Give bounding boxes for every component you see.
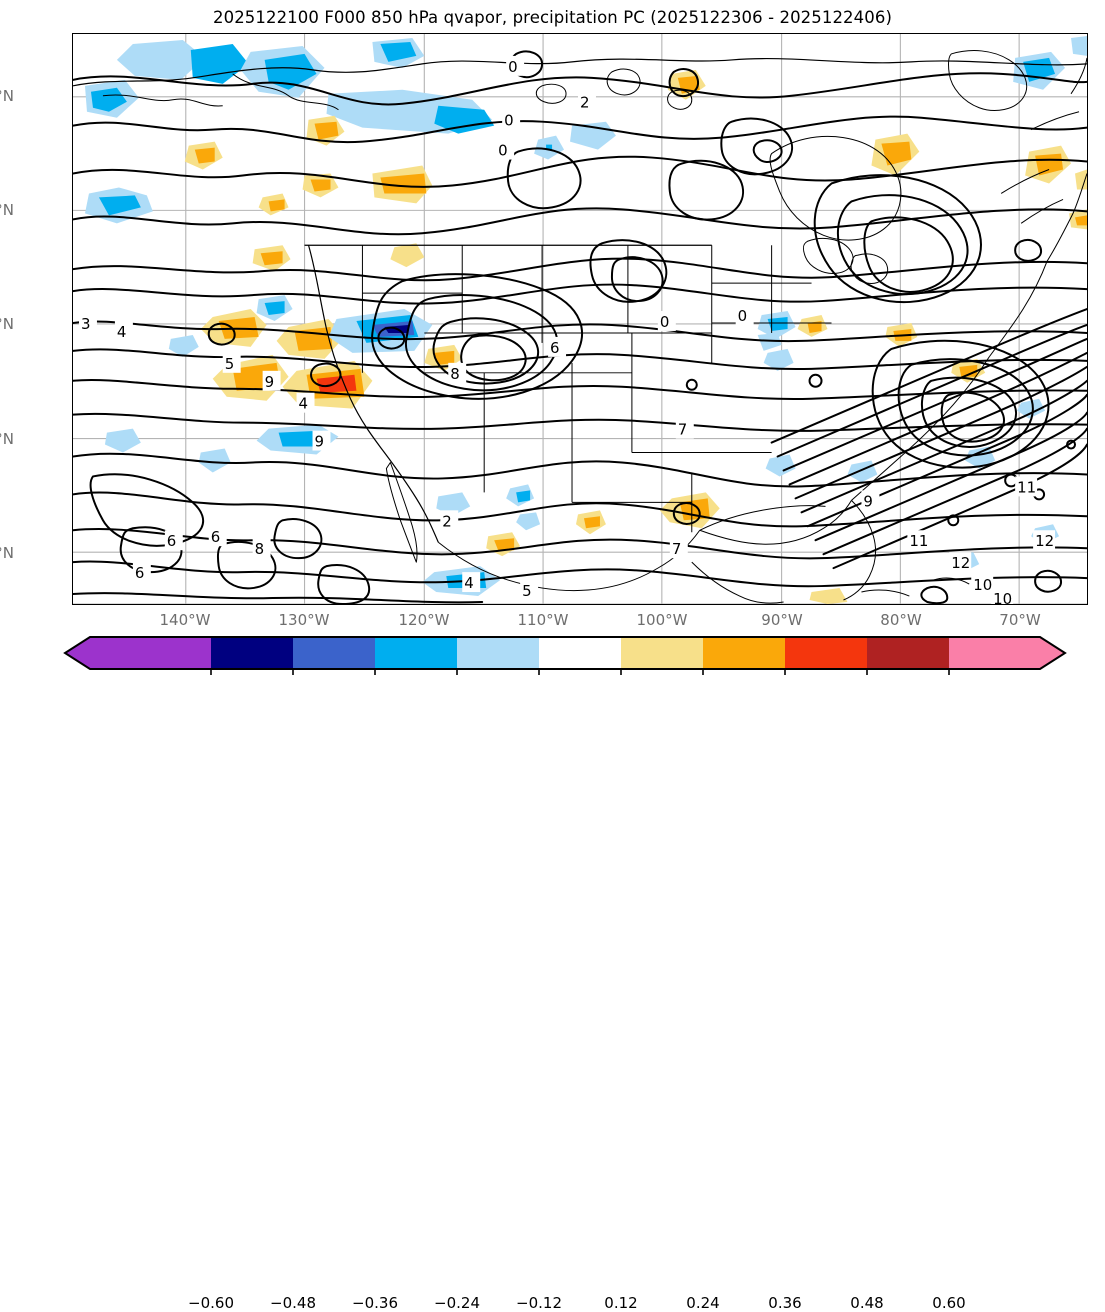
map-canvas: 3 4 4 9 6 6 6 8 4 5 2 0 0 0 2 0 0 (73, 34, 1087, 604)
svg-text:2: 2 (442, 512, 452, 530)
x-tick-120W: 120°W (398, 611, 450, 629)
colorbar-seg-3 (375, 637, 457, 669)
svg-text:12: 12 (1035, 532, 1054, 550)
colorbar-tick-label-9: 0.60 (932, 1294, 966, 1312)
x-tick-90W: 90°W (761, 611, 803, 629)
colorbar-seg-2 (293, 637, 375, 669)
colorbar-tick-label-6: 0.24 (686, 1294, 720, 1312)
svg-text:11: 11 (909, 532, 928, 550)
colorbar-seg-6 (621, 637, 703, 669)
y-tick-60N: 60°N (0, 87, 14, 105)
svg-text:2: 2 (580, 94, 590, 112)
svg-text:9: 9 (265, 373, 275, 391)
colorbar-outline (63, 636, 1067, 670)
x-tick-110W: 110°W (517, 611, 569, 629)
colorbar-segments (65, 637, 1065, 669)
y-tick-20N: 20°N (0, 544, 14, 562)
colorbar-seg-7 (703, 637, 785, 669)
colorbar-seg-0 (90, 637, 211, 669)
x-tick-140W: 140°W (159, 611, 211, 629)
colorbar-tick-label-2: −0.36 (352, 1294, 398, 1312)
shaded-patches (84, 35, 1087, 604)
colorbar-seg-5 (539, 637, 621, 669)
y-tick-50N: 50°N (0, 201, 14, 219)
colorbar-tick-label-4: −0.12 (516, 1294, 562, 1312)
svg-text:6: 6 (211, 528, 221, 546)
map-plot-area[interactable]: 3 4 4 9 6 6 6 8 4 5 2 0 0 0 2 0 0 (72, 33, 1088, 605)
svg-text:0: 0 (498, 142, 508, 160)
svg-text:7: 7 (672, 540, 682, 558)
colorbar-seg-1 (211, 637, 293, 669)
colorbar-seg-8 (785, 637, 867, 669)
svg-text:12: 12 (951, 554, 970, 572)
colorbar-seg-10 (949, 637, 1040, 669)
svg-text:8: 8 (255, 540, 265, 558)
svg-text:6: 6 (167, 532, 177, 550)
y-tick-40N: 40°N (0, 315, 14, 333)
geography (73, 50, 1087, 604)
colorbar-tick-label-8: 0.48 (850, 1294, 884, 1312)
svg-text:7: 7 (678, 421, 688, 439)
chart-title: 2025122100 F000 850 hPa qvapor, precipit… (213, 8, 892, 27)
svg-text:3: 3 (81, 315, 91, 333)
colorbar-canvas (63, 636, 1067, 675)
x-tick-80W: 80°W (880, 611, 922, 629)
svg-text:10: 10 (973, 576, 992, 594)
colorbar-tick-label-7: 0.36 (768, 1294, 802, 1312)
x-tick-100W: 100°W (636, 611, 688, 629)
svg-text:10: 10 (993, 590, 1012, 604)
svg-text:0: 0 (738, 307, 748, 325)
svg-text:6: 6 (135, 564, 145, 582)
svg-text:0: 0 (660, 313, 670, 331)
colorbar-seg-9 (867, 637, 949, 669)
svg-text:11: 11 (1017, 478, 1036, 496)
colorbar-tick-label-5: 0.12 (604, 1294, 638, 1312)
y-tick-30N: 30°N (0, 430, 14, 448)
contour-labels: 3 4 4 9 6 6 6 8 4 5 2 0 0 0 2 0 0 (78, 55, 1056, 604)
svg-text:9: 9 (863, 492, 873, 510)
svg-text:0: 0 (508, 58, 518, 76)
svg-text:5: 5 (225, 355, 235, 373)
colorbar-seg-4 (457, 637, 539, 669)
colorbar-ticks (210, 669, 950, 675)
svg-text:0: 0 (504, 112, 514, 130)
svg-text:4: 4 (117, 323, 127, 341)
svg-text:5: 5 (522, 582, 532, 600)
colorbar[interactable]: −0.60 −0.48 −0.36 −0.24 −0.12 0.12 0.24 … (0, 630, 1105, 1312)
figure: 2025122100 F000 850 hPa qvapor, precipit… (0, 8, 1105, 1312)
svg-text:4: 4 (464, 574, 474, 592)
colorbar-tick-label-1: −0.48 (270, 1294, 316, 1312)
svg-text:9: 9 (315, 433, 325, 451)
colorbar-over-cap (1040, 637, 1065, 669)
colorbar-tick-label-0: −0.60 (188, 1294, 234, 1312)
svg-text:4: 4 (299, 395, 309, 413)
colorbar-under-cap (65, 637, 90, 669)
svg-text:6: 6 (550, 339, 560, 357)
x-tick-130W: 130°W (278, 611, 330, 629)
svg-text:8: 8 (450, 365, 460, 383)
colorbar-tick-label-3: −0.24 (434, 1294, 480, 1312)
x-tick-70W: 70°W (999, 611, 1041, 629)
